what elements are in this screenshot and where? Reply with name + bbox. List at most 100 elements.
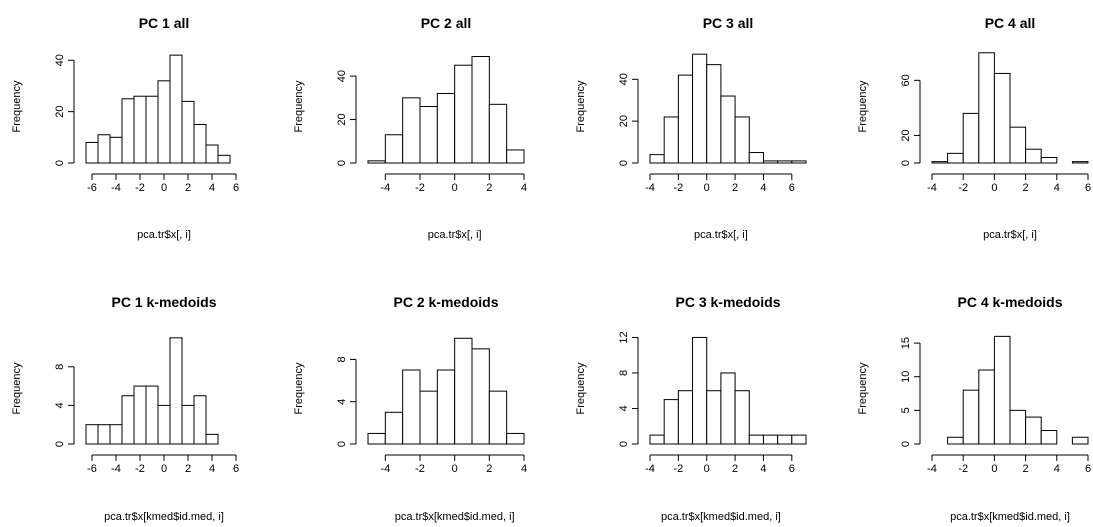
x-tick-label: -4 (111, 182, 121, 194)
histogram-bar (169, 337, 183, 445)
histogram-bar (471, 348, 490, 445)
y-tick-label: 0 (618, 441, 630, 447)
x-tick-label: -2 (958, 182, 968, 194)
histogram-bar (169, 54, 183, 164)
x-tick-label: -4 (380, 182, 390, 194)
histogram-bar (791, 434, 807, 445)
x-tick-label: -4 (645, 182, 655, 194)
histogram-bar (748, 434, 764, 445)
histogram-bar (1025, 416, 1042, 445)
x-tick-label: 4 (521, 463, 527, 475)
x-tick-label: 6 (1085, 463, 1091, 475)
histogram-bar (1071, 161, 1089, 164)
histogram-bar (947, 436, 964, 445)
x-tick-label: 4 (760, 463, 766, 475)
x-tick-label: 2 (486, 182, 492, 194)
histogram-bar (978, 52, 995, 164)
x-tick-label: 4 (209, 182, 215, 194)
histogram-bar (720, 95, 736, 164)
histogram-bar (762, 434, 779, 445)
histogram-bar (748, 152, 764, 164)
histogram-bar (454, 337, 473, 445)
histogram-bar (706, 390, 722, 445)
histogram-bar (931, 161, 949, 164)
y-tick-label: 40 (54, 54, 66, 66)
y-tick-label: 4 (618, 405, 630, 411)
histogram-bar (384, 134, 404, 164)
x-tick-label: -2 (958, 463, 968, 475)
x-tick-label: 4 (1054, 182, 1060, 194)
x-tick-label: 6 (233, 182, 239, 194)
chart-title: PC 4 k-medoids (957, 294, 1062, 310)
chart-title: PC 3 all (703, 15, 754, 31)
histogram-panel: PC 3 k-medoids -4 -2 0 2 4 6 pca.tr$x[kmed$id.m… (575, 294, 807, 523)
x-tick-label: 4 (1054, 463, 1060, 475)
y-tick-label: 15 (900, 337, 912, 349)
histogram-bar (157, 80, 171, 164)
histogram-bar (97, 134, 111, 164)
x-tick-label: 2 (486, 463, 492, 475)
x-tick-label: 0 (991, 463, 997, 475)
y-tick-label: 20 (900, 129, 912, 141)
histogram-bar (454, 64, 473, 164)
histogram-bar (720, 372, 736, 445)
x-tick-label: 6 (1085, 182, 1091, 194)
histogram-bar (993, 335, 1011, 445)
x-tick-label: -6 (87, 182, 97, 194)
y-tick-label: 40 (336, 70, 348, 82)
histogram-bar (367, 160, 386, 164)
y-tick-label: 4 (54, 402, 66, 408)
chart-title: PC 2 all (421, 15, 472, 31)
histogram-bar (677, 390, 694, 445)
histogram-panel: PC 4 all -4 -2 0 2 4 6 pca.tr$x[, i] 0 20 60 Freque… (857, 15, 1091, 241)
histogram-bar (436, 92, 456, 164)
x-tick-label: -2 (135, 463, 145, 475)
histogram-bar (488, 390, 508, 445)
histogram-bar (677, 74, 694, 164)
x-tick-label: -4 (645, 463, 655, 475)
histogram-bar (85, 141, 99, 164)
histogram-panel: PC 1 all -6 -4 -2 0 2 4 6 pca.tr$x[, i] 0 20 40 Freq… (11, 15, 239, 241)
y-axis-label: Frequency (575, 362, 587, 414)
histogram-bar (367, 432, 386, 445)
x-tick-label: 0 (161, 182, 167, 194)
y-tick-label: 0 (618, 160, 630, 166)
chart-title: PC 2 k-medoids (393, 294, 498, 310)
histogram-bar (217, 154, 231, 164)
histogram-bar (145, 385, 159, 445)
y-tick-label: 60 (900, 74, 912, 86)
y-tick-label: 10 (900, 371, 912, 383)
histogram-bar (762, 160, 779, 164)
y-tick-label: 8 (618, 370, 630, 376)
x-tick-label: -2 (673, 463, 683, 475)
histogram-bar (193, 395, 207, 445)
x-axis-label: pca.tr$x[, i] (694, 229, 748, 241)
histogram-panel: PC 1 k-medoids -6 -4 -2 0 2 4 6 pca.tr$x[kmed$id… (11, 294, 239, 523)
y-tick-label: 5 (900, 407, 912, 413)
x-axis-label: pca.tr$x[kmed$id.med, i] (661, 511, 781, 523)
x-tick-label: 2 (732, 463, 738, 475)
x-axis-label: pca.tr$x[kmed$id.med, i] (950, 511, 1070, 523)
y-axis-label: Frequency (293, 80, 305, 132)
histogram-bar (402, 369, 421, 445)
histogram-bar (663, 116, 679, 164)
y-axis-label: Frequency (293, 362, 305, 414)
y-tick-label: 8 (54, 364, 66, 370)
x-tick-label: -4 (380, 463, 390, 475)
histogram-bar (471, 56, 490, 164)
histogram-bar (121, 395, 135, 445)
x-tick-label: -4 (927, 182, 937, 194)
histogram-bar (193, 123, 207, 164)
histogram-bar (777, 160, 793, 164)
histogram-bar (488, 103, 508, 164)
histogram-bar (506, 432, 525, 445)
histogram-bar (205, 433, 219, 445)
histogram-bar (436, 369, 456, 445)
histogram-bar (663, 399, 679, 445)
histogram-bar (1071, 436, 1089, 445)
y-tick-label: 40 (618, 73, 630, 85)
chart-title: PC 1 k-medoids (111, 294, 216, 310)
histogram-bar (962, 112, 980, 164)
y-tick-label: 20 (54, 106, 66, 118)
